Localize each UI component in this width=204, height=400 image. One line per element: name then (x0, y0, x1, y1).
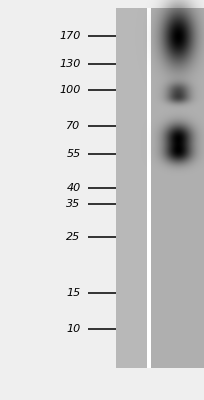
Text: 70: 70 (66, 121, 81, 131)
Text: 25: 25 (66, 232, 81, 242)
Text: 55: 55 (66, 149, 81, 159)
Text: 10: 10 (66, 324, 81, 334)
Text: 15: 15 (66, 288, 81, 298)
Text: 130: 130 (59, 59, 81, 69)
Text: 40: 40 (66, 183, 81, 193)
Text: 35: 35 (66, 199, 81, 209)
Text: 100: 100 (59, 85, 81, 95)
Text: 170: 170 (59, 31, 81, 41)
